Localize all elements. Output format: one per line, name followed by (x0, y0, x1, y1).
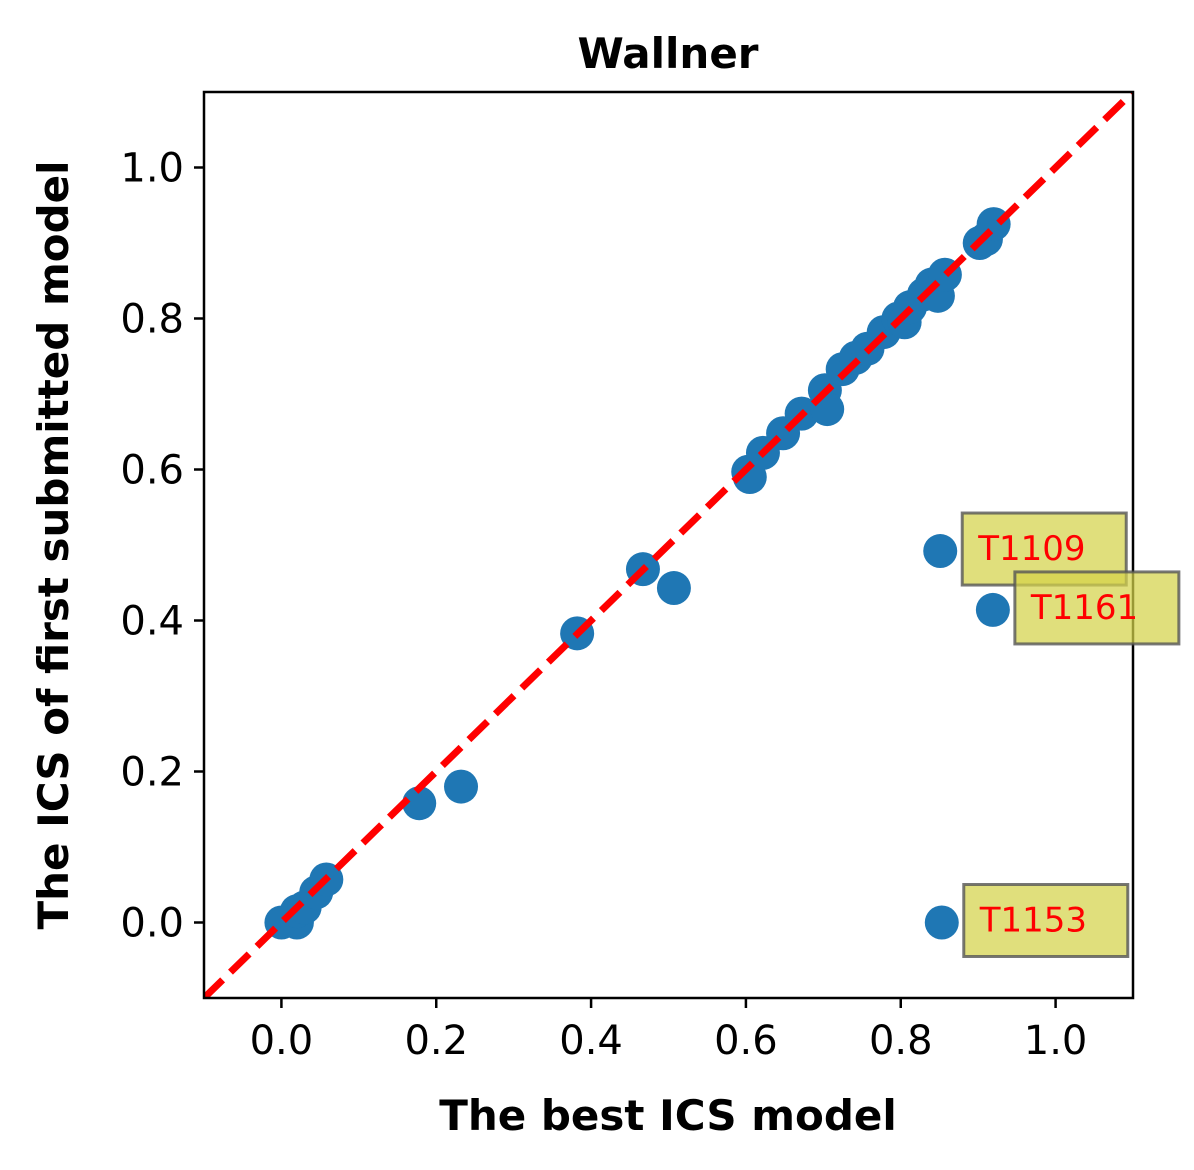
y-tick-label: 0.8 (120, 297, 184, 343)
reference-line (204, 92, 1133, 998)
annotation-label: T1161 (1030, 588, 1138, 628)
data-point (975, 592, 1010, 627)
annotation-T1109: T1109 (960, 511, 1128, 587)
data-point (923, 534, 958, 569)
annotation-label: T1109 (977, 529, 1085, 569)
annotation-box (962, 883, 1130, 958)
y-tick-label: 0.4 (120, 599, 184, 645)
y-tick-label: 0.2 (120, 750, 184, 796)
y-tick-label: 1.0 (120, 146, 184, 192)
x-tick-label: 0.8 (869, 1018, 933, 1064)
x-tick-label: 0.6 (714, 1018, 778, 1064)
annotation-box (1013, 570, 1181, 646)
data-point (444, 769, 479, 804)
x-axis-label: The best ICS model (439, 1091, 897, 1140)
y-tick-label: 0.6 (120, 448, 184, 494)
annotation-label: T1153 (979, 901, 1087, 941)
plot-frame (202, 90, 1135, 1000)
data-point (402, 786, 437, 821)
data-point (656, 571, 691, 606)
annotation-T1153: T1153 (962, 883, 1130, 958)
x-axis-ticks: 0.0 0.2 0.4 0.6 0.8 1.0 (250, 998, 1088, 1064)
x-tick-label: 0.0 (250, 1018, 314, 1064)
y-tick-label: 0.0 (120, 901, 184, 947)
chart-title: Wallner (577, 29, 758, 78)
x-tick-label: 0.4 (559, 1018, 623, 1064)
annotations: T1109 T1161 T1153 (960, 511, 1181, 958)
x-tick-label: 1.0 (1024, 1018, 1088, 1064)
reference-line-group (204, 92, 1133, 998)
x-tick-label: 0.2 (404, 1018, 468, 1064)
annotation-T1161: T1161 (1013, 570, 1181, 646)
y-axis-ticks: 0.0 0.2 0.4 0.6 0.8 1.0 (120, 146, 204, 947)
data-point (924, 905, 959, 940)
y-axis-label: The ICS of first submitted model (29, 160, 78, 929)
